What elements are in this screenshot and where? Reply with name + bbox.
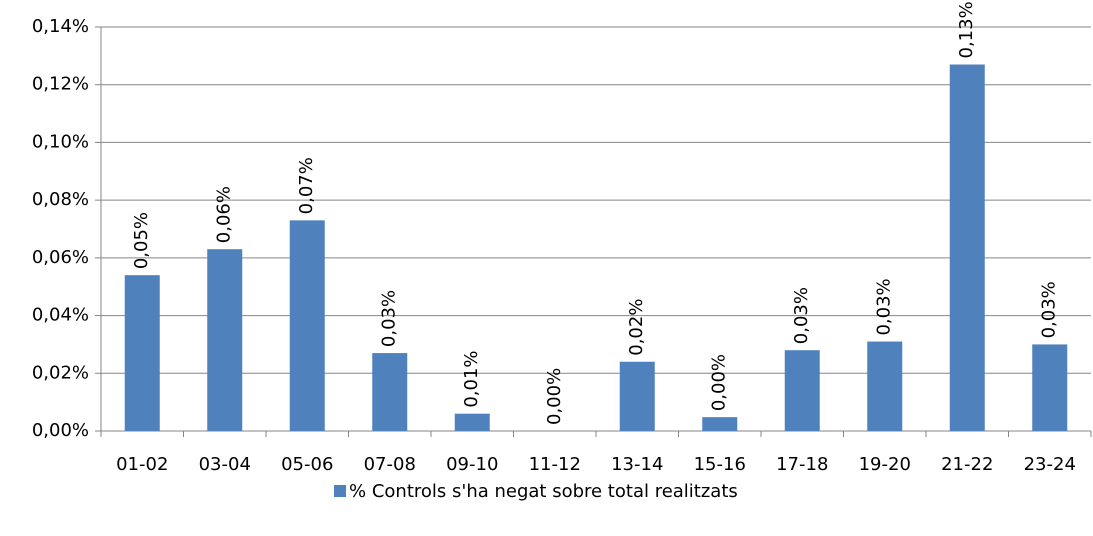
data-label: 0,00% [709, 354, 730, 411]
legend-label: % Controls s'ha negat sobre total realit… [349, 481, 738, 502]
bar [454, 413, 490, 431]
x-tick-label: 23-24 [1024, 454, 1076, 475]
y-tick-label: 0,10% [32, 131, 89, 152]
data-label: 0,02% [626, 299, 647, 356]
data-label: 0,05% [131, 212, 152, 269]
x-tick-label: 11-12 [529, 454, 581, 475]
bar [867, 341, 903, 431]
bar [372, 353, 408, 431]
y-tick-label: 0,08% [32, 189, 89, 210]
x-tick-label: 19-20 [859, 454, 911, 475]
x-tick-label: 05-06 [281, 454, 333, 475]
bar [949, 64, 985, 431]
data-label: 0,13% [956, 1, 977, 58]
x-tick-label: 01-02 [116, 454, 168, 475]
x-tick-label: 07-08 [364, 454, 416, 475]
bar [289, 220, 325, 431]
y-tick-label: 0,12% [32, 74, 89, 95]
data-label: 0,01% [461, 350, 482, 407]
y-tick-label: 0,00% [32, 420, 89, 441]
y-tick-label: 0,14% [32, 16, 89, 37]
x-tick-label: 03-04 [199, 454, 251, 475]
bar [702, 417, 738, 431]
y-tick-label: 0,06% [32, 247, 89, 268]
x-tick-label: 21-22 [941, 454, 993, 475]
y-tick-label: 0,02% [32, 362, 89, 383]
data-label: 0,03% [791, 287, 812, 344]
x-tick-label: 09-10 [446, 454, 498, 475]
data-label: 0,00% [544, 368, 565, 425]
data-label: 0,06% [214, 186, 235, 243]
data-label: 0,07% [296, 157, 317, 214]
bar [784, 350, 820, 431]
bar [207, 249, 243, 431]
y-tick-label: 0,04% [32, 305, 89, 326]
x-tick-label: 17-18 [776, 454, 828, 475]
bar [1032, 344, 1068, 431]
data-label: 0,03% [1039, 281, 1060, 338]
x-tick-label: 13-14 [611, 454, 663, 475]
data-label: 0,03% [379, 290, 400, 347]
x-tick-label: 15-16 [694, 454, 746, 475]
legend-swatch [334, 485, 346, 497]
bar [124, 275, 160, 431]
bar [619, 361, 655, 431]
data-label: 0,03% [874, 278, 895, 335]
